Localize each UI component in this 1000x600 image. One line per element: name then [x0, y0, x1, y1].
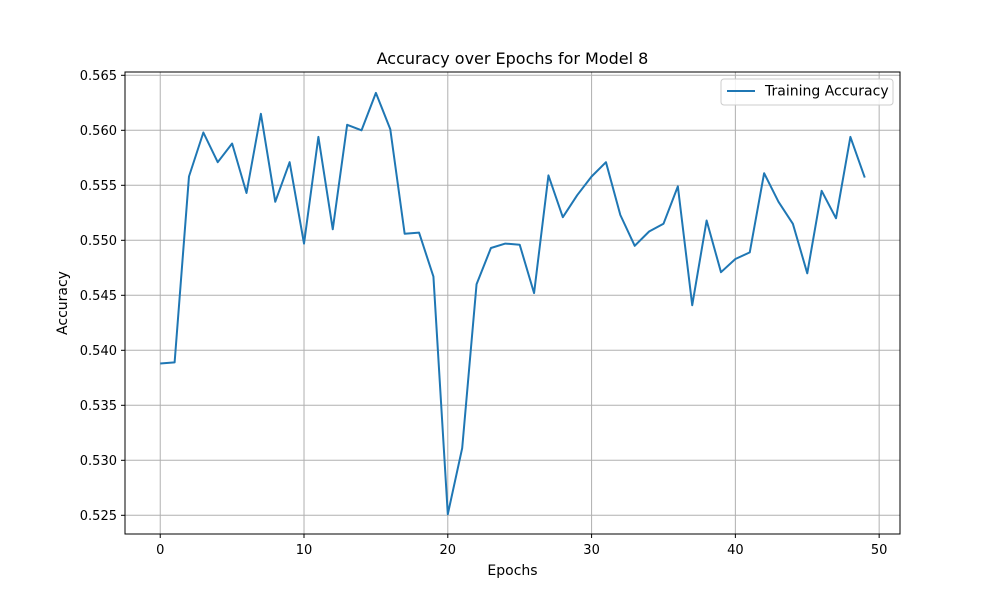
- y-tick-label: 0.535: [80, 399, 117, 414]
- y-axis-label: Accuracy: [55, 271, 71, 335]
- series-line-training-accuracy: [160, 91, 866, 516]
- y-tick-label: 0.550: [80, 234, 117, 249]
- chart-title: Accuracy over Epochs for Model 8: [377, 49, 649, 68]
- plot-frame: [124, 71, 901, 535]
- legend-label-training-accuracy: Training Accuracy: [764, 84, 889, 100]
- series-layer: [160, 91, 866, 516]
- x-tick-label: 20: [440, 543, 457, 558]
- x-axis-label: Epochs: [487, 563, 537, 579]
- x-tick-label: 10: [296, 543, 313, 558]
- y-tick-label: 0.560: [80, 124, 117, 139]
- x-tick-label: 30: [583, 543, 600, 558]
- x-axis-ticks: 0 10 20 30 40 50: [156, 534, 887, 558]
- x-tick-label: 40: [727, 543, 744, 558]
- y-tick-label: 0.525: [80, 509, 117, 524]
- y-tick-label: 0.555: [80, 179, 117, 194]
- y-axis-ticks: 0.525 0.530 0.535 0.540 0.545 0.550 0.555 0.560…: [80, 69, 125, 524]
- y-tick-label: 0.565: [80, 69, 117, 84]
- x-tick-label: 0: [156, 543, 164, 558]
- grid: [125, 72, 900, 534]
- y-tick-label: 0.540: [80, 344, 117, 359]
- y-tick-label: 0.530: [80, 454, 117, 469]
- legend-box: [720, 78, 894, 106]
- legend: Training Accuracy: [720, 78, 894, 106]
- x-tick-label: 50: [871, 543, 888, 558]
- y-tick-label: 0.545: [80, 289, 117, 304]
